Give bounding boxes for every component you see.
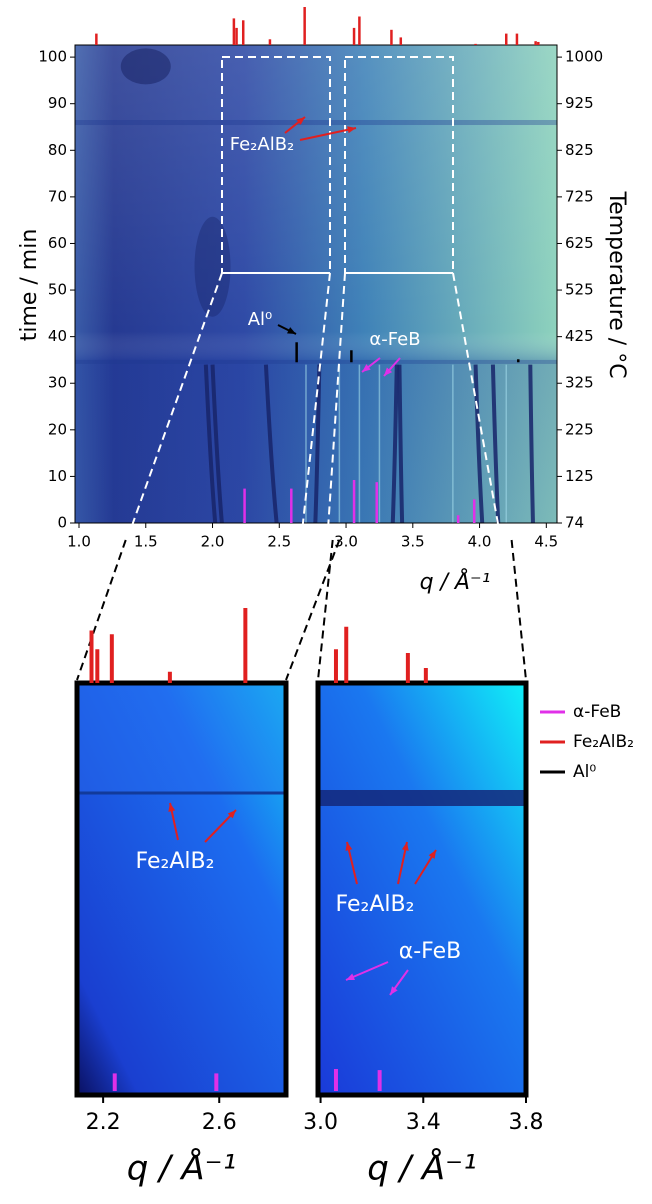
panel-frame [315,680,529,1098]
zoom-connector [76,272,223,681]
x-tick-label: 4.0 [468,533,492,551]
annotation: Fe₂AlB₂ [136,849,215,874]
x-axis-label: q / Å⁻¹ [420,568,491,595]
zoom-connector [285,539,341,681]
y2-tick-label: 225 [565,420,594,438]
heatmap-band [318,790,526,806]
y-tick-label: 30 [48,374,67,392]
legend-label: Fe₂AlB₂ [573,732,634,752]
x-tick-label: 3.8 [509,1110,544,1135]
arrow-head [346,973,355,980]
annotation: α-FeB [369,329,420,350]
y-tick-label: 10 [48,467,67,485]
x-tick-label: 2.5 [267,533,291,551]
x-tick-label: 1.0 [67,533,91,551]
heatmap-top [77,683,286,793]
arrow-head [362,364,371,372]
legend-label: α-FeB [573,702,621,722]
zoom-connector [317,272,346,681]
y2-tick-label: 425 [565,327,594,345]
x-tick-label: 1.5 [134,533,158,551]
heatmap-dark [120,48,171,85]
y2-axis-label: Temperature / °C [604,190,629,378]
arrow-head [347,126,356,134]
heatmap-band [75,359,557,364]
annotation: Fe₂AlB₂ [336,892,415,917]
y-tick-label: 0 [57,514,67,532]
arrow [299,127,357,141]
x-tick-label: 3.4 [406,1110,441,1135]
x-axis-label: q / Å⁻¹ [127,1148,237,1189]
heatmap-band [75,120,557,126]
x-tick-label: 4.5 [534,533,558,551]
y2-tick-label: 625 [565,234,594,252]
streak [203,364,218,524]
streak [263,364,279,524]
zoom-connector [285,272,331,681]
y2-tick-label: 74 [565,514,584,532]
streak [473,364,485,524]
streak [397,364,405,524]
arrow-head [390,986,398,995]
y-tick-label: 60 [48,234,67,252]
x-tick-label: 2.2 [86,1110,121,1135]
y2-tick-label: 725 [565,187,594,205]
annotation: α-FeB [399,939,462,964]
annotation: Fe₂AlB₂ [230,134,295,155]
y-tick-label: 70 [48,187,67,205]
streak [313,364,322,524]
streak [528,364,535,524]
arrow-head [227,810,236,819]
y-tick-label: 80 [48,141,67,159]
y-tick-label: 100 [38,48,67,66]
x-tick-label: 2.0 [201,533,225,551]
y-tick-label: 50 [48,281,67,299]
heatmap-dark [194,216,231,317]
arrow-head [384,367,393,376]
y2-tick-label: 525 [565,281,594,299]
zoom-connector [76,539,127,681]
y2-tick-label: 925 [565,94,594,112]
zoom-connector [452,272,527,681]
annotation: Al⁰ [248,309,273,330]
plot-frame [74,44,558,524]
heatmap [77,683,286,1095]
zoom-connector [510,539,527,681]
panel-frame [74,680,289,1098]
zoom-connector [317,539,334,681]
x-tick-label: 3.0 [334,533,358,551]
y-tick-label: 20 [48,420,67,438]
arrow-head [401,842,409,851]
x-axis-label: q / Å⁻¹ [367,1148,477,1189]
x-tick-label: 2.6 [202,1110,237,1135]
streak [490,364,501,524]
arrow-head [345,842,353,851]
x-tick-label: 3.0 [303,1110,338,1135]
arrow-head [168,803,176,812]
y2-tick-label: 825 [565,141,594,159]
y-axis-label: time / min [17,229,42,342]
y2-tick-label: 125 [565,467,594,485]
y-tick-label: 40 [48,327,67,345]
arrow-head [296,117,305,125]
y2-tick-label: 325 [565,374,594,392]
arrow-head [287,327,296,334]
arrow-head [428,850,436,859]
y2-tick-label: 1000 [565,48,603,66]
streak [210,364,224,524]
streak [390,364,399,524]
y-tick-label: 90 [48,94,67,112]
heatmap [318,683,526,1095]
legend-label: Al⁰ [573,762,596,782]
x-tick-label: 3.5 [401,533,425,551]
